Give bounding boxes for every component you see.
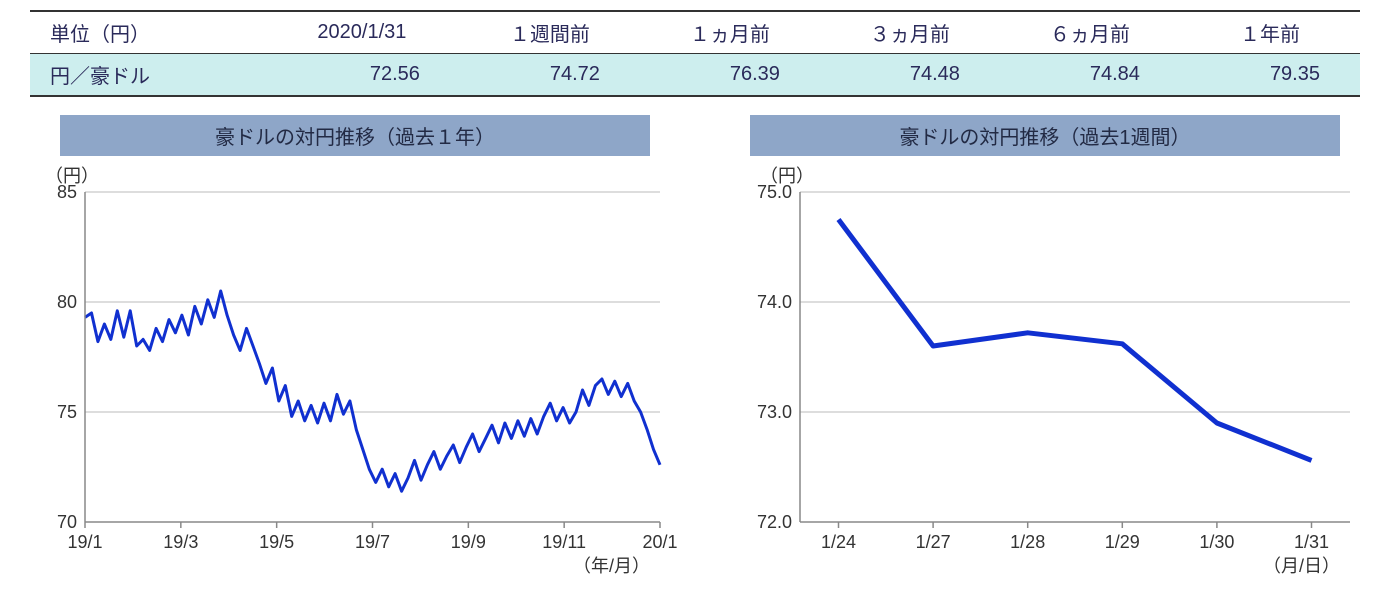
svg-text:73.0: 73.0 bbox=[757, 402, 792, 422]
svg-text:（月/日）: （月/日） bbox=[1263, 556, 1340, 576]
svg-text:85: 85 bbox=[57, 182, 77, 202]
svg-text:1/30: 1/30 bbox=[1199, 532, 1234, 552]
svg-text:1/29: 1/29 bbox=[1105, 532, 1140, 552]
col-1w: １週間前 bbox=[460, 11, 640, 54]
svg-text:19/7: 19/7 bbox=[355, 532, 390, 552]
chart-left-svg: （円）7075808519/119/319/519/719/919/1120/1… bbox=[30, 162, 680, 592]
val-1m: 76.39 bbox=[640, 54, 820, 97]
val-3m: 74.48 bbox=[820, 54, 1000, 97]
rates-table: 単位（円） 2020/1/31 １週間前 １ヵ月前 ３ヵ月前 ６ヵ月前 １年前 … bbox=[30, 10, 1360, 97]
svg-text:（年/月）: （年/月） bbox=[573, 556, 650, 576]
table-row: 円／豪ドル 72.56 74.72 76.39 74.48 74.84 79.3… bbox=[30, 54, 1360, 97]
svg-text:70: 70 bbox=[57, 512, 77, 532]
svg-text:19/1: 19/1 bbox=[67, 532, 102, 552]
svg-text:80: 80 bbox=[57, 292, 77, 312]
svg-text:19/11: 19/11 bbox=[542, 532, 586, 552]
val-6m: 74.84 bbox=[1000, 54, 1180, 97]
col-1y: １年前 bbox=[1180, 11, 1360, 54]
svg-text:74.0: 74.0 bbox=[757, 292, 792, 312]
svg-text:19/9: 19/9 bbox=[451, 532, 486, 552]
svg-text:19/3: 19/3 bbox=[163, 532, 198, 552]
col-3m: ３ヵ月前 bbox=[820, 11, 1000, 54]
svg-text:1/24: 1/24 bbox=[821, 532, 856, 552]
val-1y: 79.35 bbox=[1180, 54, 1360, 97]
chart-right-svg: （円）72.073.074.075.01/241/271/281/291/301… bbox=[720, 162, 1370, 592]
col-6m: ６ヵ月前 bbox=[1000, 11, 1180, 54]
svg-text:20/1: 20/1 bbox=[642, 532, 677, 552]
charts-row: 豪ドルの対円推移（過去１年） （円）7075808519/119/319/519… bbox=[30, 115, 1360, 592]
svg-text:1/31: 1/31 bbox=[1294, 532, 1329, 552]
svg-text:72.0: 72.0 bbox=[757, 512, 792, 532]
table-header-row: 単位（円） 2020/1/31 １週間前 １ヵ月前 ３ヵ月前 ６ヵ月前 １年前 bbox=[30, 11, 1360, 54]
svg-text:1/27: 1/27 bbox=[916, 532, 951, 552]
svg-text:1/28: 1/28 bbox=[1010, 532, 1045, 552]
svg-text:75.0: 75.0 bbox=[757, 182, 792, 202]
col-unit: 単位（円） bbox=[30, 11, 264, 54]
chart-left-block: 豪ドルの対円推移（過去１年） （円）7075808519/119/319/519… bbox=[30, 115, 680, 592]
val-1w: 74.72 bbox=[460, 54, 640, 97]
col-1m: １ヵ月前 bbox=[640, 11, 820, 54]
val-current: 72.56 bbox=[264, 54, 460, 97]
svg-text:75: 75 bbox=[57, 402, 77, 422]
chart-left-title: 豪ドルの対円推移（過去１年） bbox=[60, 115, 650, 156]
chart-right-title: 豪ドルの対円推移（過去1週間） bbox=[750, 115, 1340, 156]
row-label: 円／豪ドル bbox=[30, 54, 264, 97]
chart-right-block: 豪ドルの対円推移（過去1週間） （円）72.073.074.075.01/241… bbox=[720, 115, 1370, 592]
col-date: 2020/1/31 bbox=[264, 11, 460, 54]
svg-text:19/5: 19/5 bbox=[259, 532, 294, 552]
